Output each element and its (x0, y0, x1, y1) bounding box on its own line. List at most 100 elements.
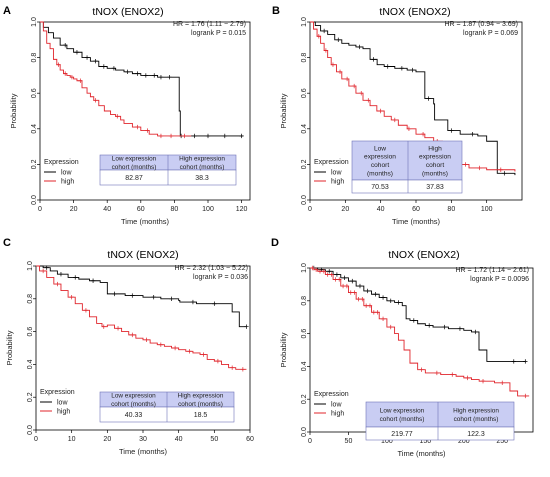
censor-mark-low (380, 295, 386, 300)
censor-mark-high (375, 310, 380, 315)
x-tick-label: 80 (447, 206, 455, 213)
legend-label-high: high (331, 411, 344, 418)
censor-mark-low (244, 324, 249, 329)
table-value-2: 18.5 (194, 412, 208, 419)
censor-mark-low (90, 278, 96, 283)
x-tick-label: 100 (381, 438, 393, 445)
censor-mark-low (190, 299, 196, 305)
y-axis-label: Probability (279, 332, 288, 367)
y-tick-label: 0.8 (27, 294, 34, 304)
censor-mark-high (56, 62, 61, 67)
censor-mark-low (112, 291, 117, 297)
censor-mark-high (145, 128, 150, 133)
km-curve-low (310, 21, 516, 176)
legend-label-low: low (61, 170, 72, 177)
censor-mark-high (130, 332, 135, 338)
censor-mark-high (465, 375, 470, 381)
censor-mark-high (240, 367, 246, 372)
median-table: Low expression cohort (months) High expres… (99, 391, 235, 423)
y-tick-label: 0.2 (27, 392, 34, 402)
censor-mark-low (130, 293, 135, 298)
censor-mark-high (93, 98, 98, 103)
censor-mark-low (426, 323, 432, 328)
chart-title: tNOX (ENOX2) (388, 249, 459, 261)
censor-mark-low (442, 324, 447, 330)
panel-letter: A (3, 5, 11, 17)
censor-mark-high (498, 167, 503, 172)
legend-label-high: high (57, 409, 70, 416)
censor-mark-low (152, 73, 157, 78)
censor-mark-low (336, 37, 341, 42)
table-header-bg (365, 401, 515, 428)
censor-mark-high (371, 310, 377, 315)
y-tick-label: 0.6 (27, 327, 34, 337)
censor-mark-high (115, 114, 120, 119)
y-tick-label: 1.0 (301, 263, 308, 273)
y-tick-label: 0.2 (301, 394, 308, 404)
x-tick-label: 0 (308, 206, 312, 213)
table-body-bg (351, 179, 463, 194)
x-tick-label: 0 (34, 436, 38, 443)
y-tick-label: 0.0 (301, 427, 308, 437)
logrank-text: logrank P = 0.0096 (470, 276, 529, 283)
censor-mark-low (73, 275, 78, 280)
table-value-1: 219.77 (391, 431, 413, 438)
table-value-2: 122.3 (467, 431, 485, 438)
legend-label-low: low (57, 400, 68, 407)
km-curve-low (40, 21, 244, 137)
censor-mark-low (169, 296, 174, 301)
y-axis-label: Probability (5, 330, 14, 365)
censor-mark-high (215, 358, 221, 364)
legend-title: Expression (40, 389, 75, 396)
censor-mark-low (457, 326, 463, 331)
y-tick-label: 0.8 (301, 296, 308, 306)
median-table: Low expression cohort (months) High expressio… (351, 140, 463, 194)
x-tick-label: 100 (202, 206, 214, 213)
censor-mark-high (83, 308, 89, 313)
y-tick-label: 0.0 (31, 195, 38, 205)
chart-title: tNOX (ENOX2) (107, 249, 178, 261)
censor-mark-high (55, 281, 60, 287)
y-tick-label: 0.2 (31, 159, 38, 169)
table-header-2: High expression cohort (months) (453, 408, 499, 423)
km-curve-low (36, 265, 247, 328)
table-value-2: 37.83 (426, 184, 444, 191)
y-tick-label: 0.6 (31, 88, 38, 98)
x-tick-label: 40 (103, 206, 111, 213)
censor-mark-low (74, 50, 80, 55)
censor-mark-low (411, 318, 417, 323)
y-tick-label: 1.0 (31, 17, 38, 27)
y-tick-label: 0.4 (301, 361, 308, 371)
censor-mark-low (371, 57, 376, 62)
hr-text: HR = 1.87 (0.94 − 3.69) (444, 21, 518, 28)
table-value-1: 70.53 (371, 184, 389, 191)
censor-mark-low (63, 42, 68, 48)
table-value-2: 38.3 (195, 175, 209, 182)
censor-mark-high (316, 34, 322, 39)
censor-mark-low (357, 44, 362, 50)
censor-mark-low (321, 28, 327, 34)
censor-mark-low (357, 283, 363, 289)
censor-mark-high (329, 272, 334, 277)
x-tick-label: 50 (210, 436, 218, 443)
censor-mark-high (333, 277, 338, 282)
y-axis-label: Probability (9, 93, 18, 128)
censor-mark-high (406, 126, 412, 131)
y-tick-label: 0.6 (301, 88, 308, 98)
y-tick-label: 0.0 (301, 195, 308, 205)
censor-mark-high (500, 380, 505, 385)
y-tick-label: 1.0 (301, 17, 308, 27)
table-value-1: 82.87 (125, 175, 143, 182)
censor-mark-high (356, 296, 361, 302)
x-tick-label: 40 (175, 436, 183, 443)
censor-mark-high (344, 283, 350, 289)
censor-mark-low (426, 96, 431, 101)
censor-mark-high (144, 337, 149, 342)
x-tick-label: 0 (308, 438, 312, 445)
censor-mark-high (523, 393, 528, 399)
censor-mark-low (84, 55, 90, 60)
table-header-bg (351, 140, 463, 181)
censor-mark-high (313, 267, 319, 272)
